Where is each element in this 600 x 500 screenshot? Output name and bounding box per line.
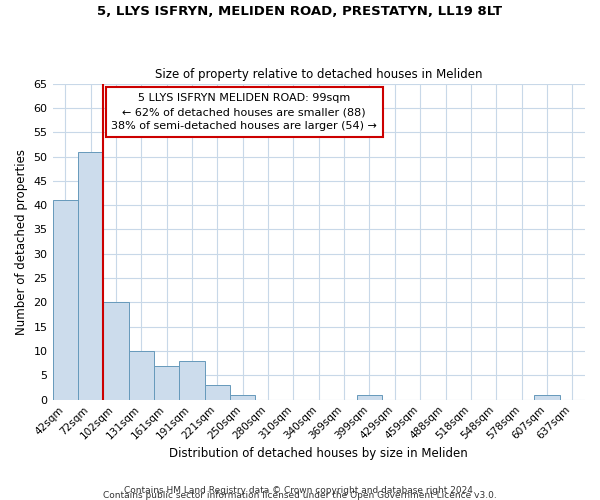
Title: Size of property relative to detached houses in Meliden: Size of property relative to detached ho… bbox=[155, 68, 482, 81]
Y-axis label: Number of detached properties: Number of detached properties bbox=[15, 148, 28, 334]
X-axis label: Distribution of detached houses by size in Meliden: Distribution of detached houses by size … bbox=[169, 447, 468, 460]
Bar bbox=[357, 395, 382, 400]
Text: Contains public sector information licensed under the Open Government Licence v3: Contains public sector information licen… bbox=[103, 490, 497, 500]
Bar bbox=[230, 395, 256, 400]
Text: Contains HM Land Registry data © Crown copyright and database right 2024.: Contains HM Land Registry data © Crown c… bbox=[124, 486, 476, 495]
Text: 5, LLYS ISFRYN, MELIDEN ROAD, PRESTATYN, LL19 8LT: 5, LLYS ISFRYN, MELIDEN ROAD, PRESTATYN,… bbox=[97, 5, 503, 18]
Bar bbox=[53, 200, 78, 400]
Bar bbox=[534, 395, 560, 400]
Bar bbox=[205, 385, 230, 400]
Bar bbox=[179, 361, 205, 400]
Bar bbox=[154, 366, 179, 400]
Bar bbox=[103, 302, 128, 400]
Bar bbox=[78, 152, 103, 400]
Bar bbox=[128, 351, 154, 400]
Text: 5 LLYS ISFRYN MELIDEN ROAD: 99sqm
← 62% of detached houses are smaller (88)
38% : 5 LLYS ISFRYN MELIDEN ROAD: 99sqm ← 62% … bbox=[111, 93, 377, 131]
